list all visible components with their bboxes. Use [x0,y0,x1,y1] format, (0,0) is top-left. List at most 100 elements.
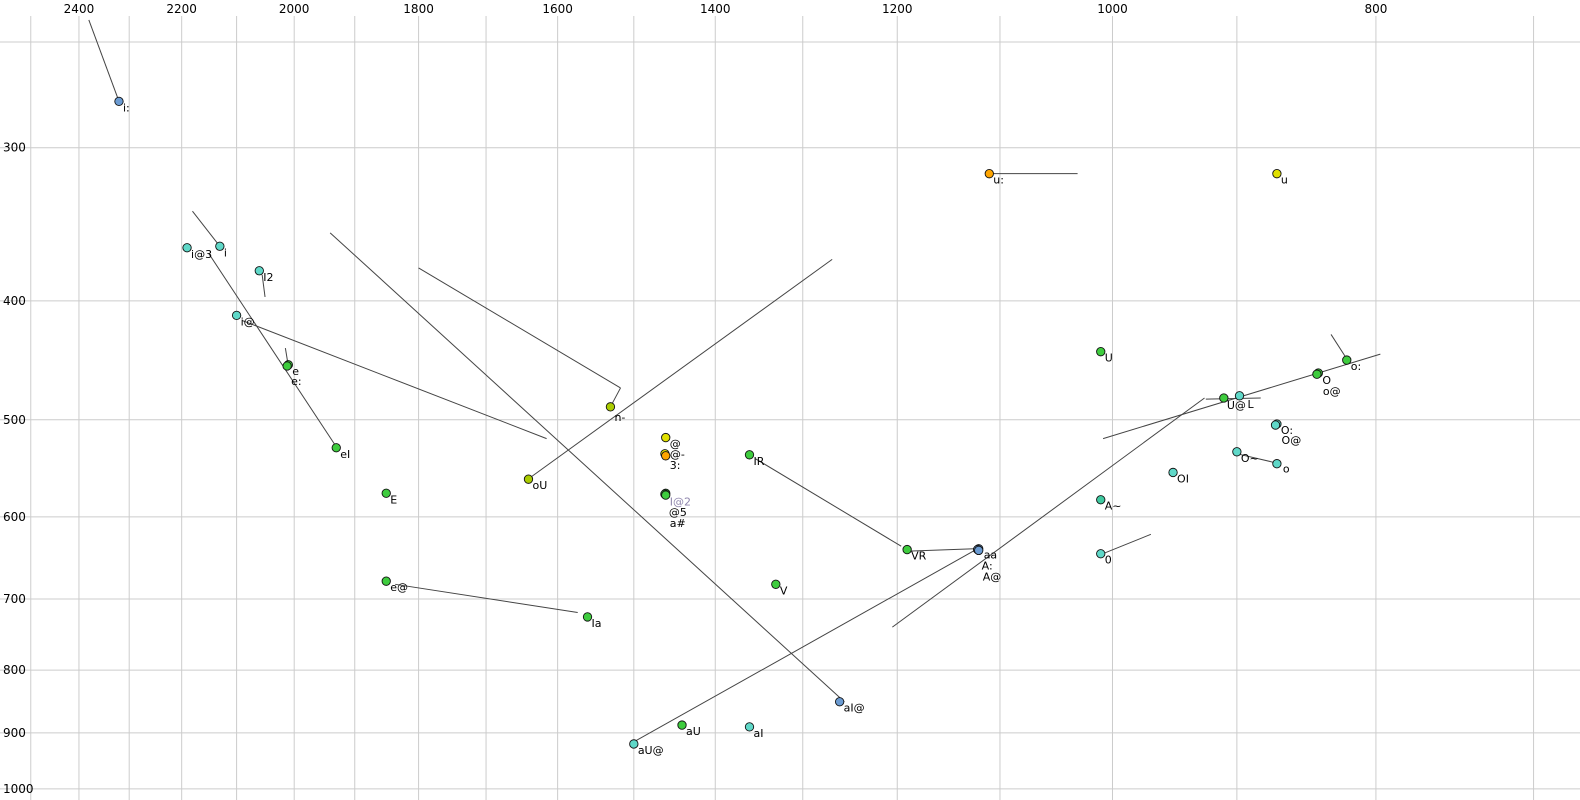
y-tick-label: 400 [3,294,26,308]
connector-line [418,267,621,389]
point-label: I2 [263,271,273,284]
point-label: o@ [1323,385,1341,398]
data-point[interactable] [984,169,994,179]
data-point[interactable] [1219,393,1229,403]
connector-line [329,232,845,703]
point-label: Ia [592,617,602,630]
data-point[interactable] [835,697,845,707]
data-point[interactable] [1272,459,1282,469]
y-tick-label: 1000 [3,782,34,796]
data-point[interactable] [677,720,687,730]
point-label: V [780,584,788,597]
point-label: E [390,493,397,506]
data-point[interactable] [282,361,292,371]
data-point[interactable] [1234,391,1245,401]
data-point[interactable] [1096,347,1106,357]
connector-line [1330,334,1348,360]
data-point[interactable] [771,579,781,589]
data-point[interactable] [1168,467,1178,478]
point-label: @ [670,438,681,451]
point-label: i [224,246,227,259]
data-point[interactable] [661,490,671,500]
connector-line [631,548,978,744]
data-point[interactable] [1312,369,1322,379]
y-tick-label: 500 [3,413,26,427]
point-label: VR [911,550,927,563]
x-tick-label: 1600 [542,2,573,16]
y-tick-label: 300 [3,141,26,155]
connector-line [88,19,120,102]
point-label: e@ [390,581,408,594]
connector-line [1232,452,1280,465]
point-label: u [1281,174,1288,187]
connector-line [242,320,547,440]
connector-line [1100,533,1152,556]
point-label: O [1322,374,1331,387]
point-label: 0 [1105,554,1112,567]
data-point[interactable] [902,544,912,555]
data-point[interactable] [1232,447,1242,457]
point-label: oU [532,479,547,492]
point-label: aU@ [638,744,664,757]
y-tick-label: 600 [3,510,26,524]
x-tick-label: 1200 [882,2,913,16]
data-point[interactable] [744,722,755,732]
point-label: i@3 [191,248,212,261]
connector-line [905,548,975,552]
connector-line [261,274,266,297]
connector-line [755,458,902,547]
data-point[interactable] [1272,169,1282,179]
data-point[interactable] [974,545,984,556]
point-label: L [1247,398,1254,411]
connector-line [892,397,1205,628]
data-point[interactable] [215,241,225,251]
x-tick-label: 800 [1364,2,1387,16]
point-label: aU [686,725,701,738]
point-label: e [292,365,299,378]
point-label: n- [614,411,625,424]
connector-line [208,253,337,448]
x-tick-label: 2400 [64,2,95,16]
data-point[interactable] [605,402,616,412]
point-label: A: [982,560,993,573]
x-tick-label: 1800 [403,2,434,16]
data-point[interactable] [254,266,264,276]
connector-line [395,583,578,613]
data-point[interactable] [582,612,593,622]
data-point[interactable] [661,432,671,443]
point-label: aa [984,549,997,562]
connector-line [192,210,221,247]
point-label: A~ [1105,500,1122,513]
point-label: O@ [1282,434,1302,447]
point-label: aI [753,727,763,740]
data-point[interactable] [744,450,755,460]
data-point[interactable] [182,243,192,253]
point-label: a# [670,517,686,530]
x-tick-label: 1000 [1097,2,1128,16]
point-label: I@2 [670,495,691,508]
y-tick-label: 900 [3,726,26,740]
data-point[interactable] [381,576,391,586]
point-label: @5 [669,506,687,519]
data-point[interactable] [1096,549,1106,559]
point-label: OI [1177,472,1189,485]
data-point[interactable] [629,739,639,749]
y-tick-label: 800 [3,663,26,677]
data-point[interactable] [1270,420,1281,430]
connector-line [1205,397,1261,400]
point-label: o [1283,463,1290,476]
data-point[interactable] [114,96,124,107]
data-point[interactable] [331,443,341,453]
data-point[interactable] [661,451,671,461]
point-label: A@ [983,570,1002,583]
data-point[interactable] [523,474,534,484]
data-point[interactable] [231,310,242,321]
data-point[interactable] [1342,355,1352,365]
y-tick-label: 700 [3,592,26,606]
point-label: U [1105,352,1113,365]
data-point[interactable] [381,488,391,498]
data-point[interactable] [1096,495,1106,505]
x-tick-label: 1400 [700,2,731,16]
